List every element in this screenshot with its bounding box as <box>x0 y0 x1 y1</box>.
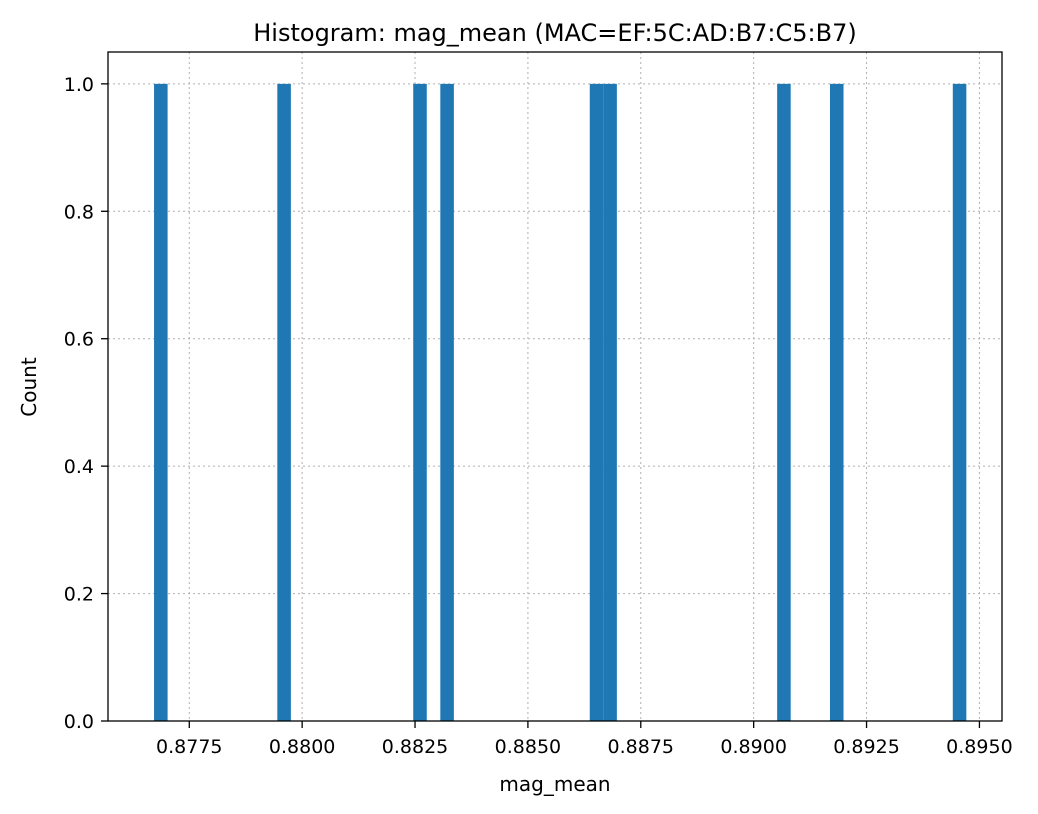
histogram-bar <box>952 83 967 722</box>
x-tick-label: 0.8800 <box>269 736 335 758</box>
x-tick-label: 0.8850 <box>495 736 561 758</box>
histogram-bar <box>413 83 427 722</box>
histogram-bar <box>777 83 791 722</box>
x-tick-label: 0.8775 <box>156 736 222 758</box>
x-tick-label: 0.8825 <box>382 736 448 758</box>
histogram-bar <box>154 83 168 722</box>
histogram-bar <box>603 83 617 722</box>
y-tick-label: 0.6 <box>64 329 94 351</box>
histogram-bar <box>440 83 454 722</box>
x-tick-label: 0.8875 <box>608 736 674 758</box>
y-tick-label: 0.0 <box>64 711 94 733</box>
plot-frame <box>107 51 1003 722</box>
x-tick-label: 0.8925 <box>833 736 899 758</box>
histogram-bar <box>277 83 291 722</box>
x-tick-label: 0.8900 <box>720 736 786 758</box>
y-axis-label: Count <box>17 357 41 417</box>
y-tick-label: 0.2 <box>64 584 94 606</box>
y-tick-label: 0.4 <box>64 456 94 478</box>
histogram-bar <box>829 83 844 722</box>
chart-title: Histogram: mag_mean (MAC=EF:5C:AD:B7:C5:… <box>253 19 856 47</box>
y-tick-label: 1.0 <box>64 74 94 96</box>
x-axis-label: mag_mean <box>499 772 610 796</box>
histogram-bar <box>589 83 604 722</box>
x-axis-ticks: 0.8775 0.8800 0.8825 0.8850 0.8875 0.8900 0.89… <box>156 721 1013 758</box>
y-tick-label: 0.8 <box>64 201 94 223</box>
histogram-bars <box>154 83 967 722</box>
grid-lines <box>108 52 1002 722</box>
x-tick-label: 0.8950 <box>946 736 1012 758</box>
y-axis-ticks: 0.0 0.2 0.4 0.6 0.8 1.0 <box>64 74 108 733</box>
